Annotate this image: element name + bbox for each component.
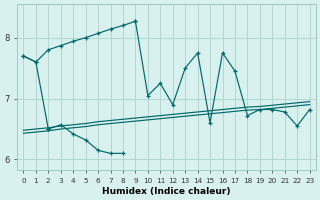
X-axis label: Humidex (Indice chaleur): Humidex (Indice chaleur) <box>102 187 231 196</box>
